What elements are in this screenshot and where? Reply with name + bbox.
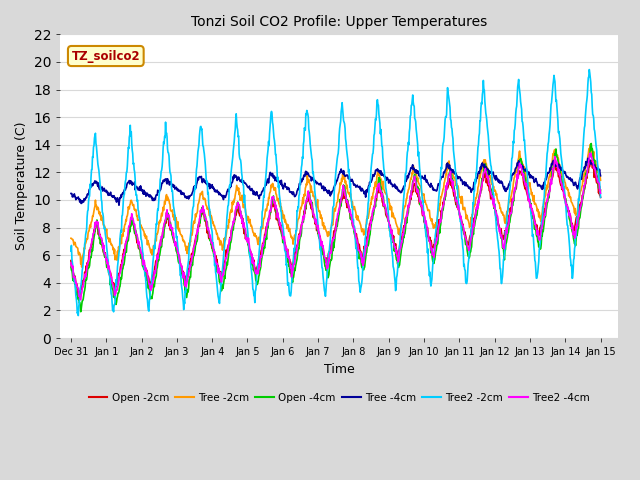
- Tree -2cm: [67, 235, 75, 241]
- Tree2 -2cm: [268, 110, 276, 116]
- Tree2 -2cm: [544, 141, 552, 147]
- Open -4cm: [544, 197, 552, 203]
- Tree -4cm: [67, 191, 75, 196]
- Open -4cm: [135, 243, 143, 249]
- Line: Tree -2cm: Tree -2cm: [71, 144, 600, 267]
- Open -4cm: [268, 201, 276, 207]
- Open -4cm: [77, 309, 84, 314]
- Open -4cm: [67, 264, 75, 270]
- Open -2cm: [596, 194, 604, 200]
- Tree2 -4cm: [368, 215, 376, 221]
- Line: Tree2 -2cm: Tree2 -2cm: [71, 70, 600, 315]
- Tree2 -2cm: [368, 161, 376, 167]
- Tree -4cm: [596, 173, 604, 179]
- Open -2cm: [135, 246, 143, 252]
- Open -2cm: [572, 223, 579, 229]
- Legend: Open -2cm, Tree -2cm, Open -4cm, Tree -4cm, Tree2 -2cm, Tree2 -4cm: Open -2cm, Tree -2cm, Open -4cm, Tree -4…: [84, 389, 594, 407]
- Tree2 -4cm: [268, 194, 276, 200]
- Tree2 -4cm: [544, 192, 552, 197]
- Tree -2cm: [135, 216, 143, 222]
- Tree -2cm: [78, 264, 86, 270]
- Tree2 -2cm: [596, 194, 604, 200]
- Tree -4cm: [115, 203, 123, 208]
- Title: Tonzi Soil CO2 Profile: Upper Temperatures: Tonzi Soil CO2 Profile: Upper Temperatur…: [191, 15, 488, 29]
- Tree2 -4cm: [558, 181, 566, 187]
- Tree2 -2cm: [558, 159, 566, 165]
- Open -4cm: [596, 187, 604, 193]
- Tree -2cm: [368, 195, 376, 201]
- Open -2cm: [268, 200, 276, 206]
- Tree2 -2cm: [67, 248, 75, 254]
- Tree -4cm: [135, 187, 143, 193]
- Tree -4cm: [584, 156, 591, 161]
- Tree -2cm: [544, 180, 552, 186]
- Tree2 -4cm: [77, 297, 84, 302]
- Tree -4cm: [558, 167, 566, 172]
- Open -2cm: [544, 195, 552, 201]
- Tree -4cm: [544, 169, 552, 175]
- Open -4cm: [588, 141, 595, 146]
- Open -4cm: [368, 219, 376, 225]
- Tree -4cm: [572, 180, 579, 185]
- Tree2 -4cm: [586, 150, 594, 156]
- Tree -2cm: [268, 183, 276, 189]
- Tree2 -4cm: [67, 260, 75, 266]
- X-axis label: Time: Time: [324, 362, 355, 376]
- Tree -2cm: [558, 174, 566, 180]
- Open -2cm: [558, 186, 566, 192]
- Tree2 -2cm: [586, 67, 593, 72]
- Y-axis label: Soil Temperature (C): Soil Temperature (C): [15, 122, 28, 251]
- Tree2 -4cm: [572, 232, 579, 238]
- Tree -2cm: [572, 205, 579, 211]
- Open -2cm: [368, 214, 376, 219]
- Tree2 -2cm: [74, 312, 82, 318]
- Open -4cm: [558, 177, 566, 182]
- Tree -2cm: [586, 142, 594, 147]
- Open -2cm: [588, 157, 595, 163]
- Text: TZ_soilco2: TZ_soilco2: [72, 49, 140, 62]
- Tree2 -4cm: [596, 191, 604, 196]
- Line: Open -2cm: Open -2cm: [71, 160, 600, 297]
- Tree2 -2cm: [135, 208, 143, 214]
- Tree2 -4cm: [135, 239, 143, 244]
- Open -4cm: [572, 239, 579, 244]
- Open -2cm: [76, 294, 84, 300]
- Line: Tree2 -4cm: Tree2 -4cm: [71, 153, 600, 300]
- Tree -4cm: [368, 178, 376, 184]
- Tree -2cm: [596, 178, 604, 183]
- Line: Tree -4cm: Tree -4cm: [71, 158, 600, 205]
- Tree2 -2cm: [572, 243, 579, 249]
- Open -2cm: [67, 258, 75, 264]
- Line: Open -4cm: Open -4cm: [71, 144, 600, 312]
- Tree -4cm: [268, 173, 276, 179]
